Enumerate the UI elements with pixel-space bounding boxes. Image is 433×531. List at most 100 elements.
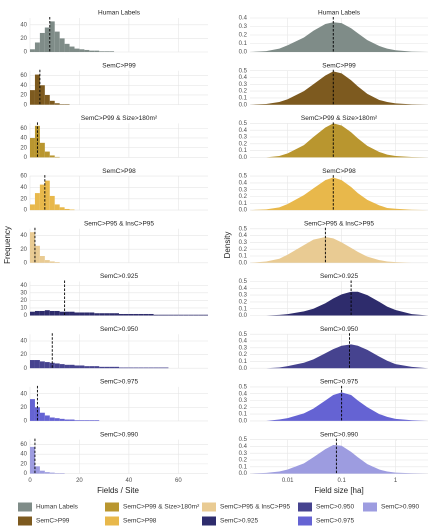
histogram-bar xyxy=(74,365,80,369)
histogram-bar xyxy=(44,27,50,52)
histogram-bar xyxy=(114,313,119,316)
histogram-bar xyxy=(44,310,50,316)
histogram-bar xyxy=(109,366,115,369)
histogram-bar xyxy=(30,360,35,369)
histogram-bar xyxy=(39,142,45,158)
y-tick-label: 60 xyxy=(20,73,27,79)
legend-label: SemC>P99 & Size>180m² xyxy=(123,504,200,511)
y-tick-label: 20 xyxy=(20,196,27,202)
y-tick-label: 0 xyxy=(24,155,28,161)
y-tick-label: 0.1 xyxy=(239,359,248,365)
legend-label: SemC>P98 xyxy=(123,518,157,525)
legend-label: SemC>P95 & InsC>P95 xyxy=(220,504,290,511)
y-tick-label: 40 xyxy=(20,452,27,458)
y-tick-label: 0.0 xyxy=(239,155,248,161)
y-tick-label: 40 xyxy=(20,283,27,289)
y-tick-label: 0.2 xyxy=(239,33,248,39)
y-tick-label: 0.1 xyxy=(239,41,248,47)
y-tick-label: 0.3 xyxy=(239,82,248,88)
histogram-bar xyxy=(79,420,85,421)
histogram-bar xyxy=(89,50,95,52)
y-tick-label: 20 xyxy=(20,36,27,42)
histogram-bar xyxy=(30,90,35,105)
histogram-bar xyxy=(133,313,139,316)
y-tick-label: 0.3 xyxy=(239,135,248,141)
y-tick-label: 10 xyxy=(20,306,27,312)
y-tick-label: 0.1 xyxy=(239,306,248,312)
histogram-bar xyxy=(89,366,95,369)
histogram-bar xyxy=(104,51,110,52)
panel-title: SemC>0.975 xyxy=(100,379,139,386)
y-tick-label: 0.5 xyxy=(239,68,248,74)
panel-title: Human Labels xyxy=(98,10,141,17)
density-area xyxy=(250,344,428,369)
histogram-bar xyxy=(49,310,55,316)
histogram-bar xyxy=(34,245,40,263)
legend-label: SemC>0.925 xyxy=(220,518,259,525)
histogram-bar xyxy=(183,314,189,316)
y-tick-label: 0.1 xyxy=(239,464,248,470)
histogram-bar xyxy=(54,31,60,52)
histogram-bar xyxy=(104,366,110,369)
histogram-bar xyxy=(39,310,45,316)
y-tick-label: 20 xyxy=(20,93,27,99)
y-tick-label: 0.0 xyxy=(239,50,248,56)
histogram-bar xyxy=(39,32,45,52)
histogram-bar xyxy=(44,94,50,105)
y-tick-label: 0 xyxy=(24,471,28,477)
histogram-bar xyxy=(49,21,55,52)
histogram-bar xyxy=(39,470,45,474)
histogram-bar xyxy=(44,180,50,211)
y-tick-label: 40 xyxy=(20,22,27,28)
y-tick-label: 20 xyxy=(20,461,27,467)
histogram-bar xyxy=(34,42,40,52)
y-tick-label: 0.0 xyxy=(239,366,248,372)
y-tick-label: 0.3 xyxy=(239,240,248,246)
histogram-bar xyxy=(89,312,95,316)
legend-label: Human Labels xyxy=(36,504,79,511)
y-tick-label: 0.3 xyxy=(239,293,248,299)
x-tick-label: 1 xyxy=(394,478,398,484)
legend-swatch xyxy=(363,502,377,512)
panel-title: SemC>0.990 xyxy=(320,431,359,438)
y-tick-label: 0.2 xyxy=(239,247,248,253)
panel-title: SemC>0.950 xyxy=(320,326,359,333)
histogram-bar xyxy=(59,207,65,211)
density-area xyxy=(250,123,428,158)
histogram-bar xyxy=(34,74,40,105)
histogram-bar xyxy=(109,313,115,316)
y-tick-label: 0.1 xyxy=(239,95,248,101)
y-tick-label: 20 xyxy=(20,247,27,253)
density-area xyxy=(250,177,428,211)
y-tick-label: 0.0 xyxy=(239,418,248,424)
histogram-bar xyxy=(99,366,105,369)
panel-title: SemC>0.950 xyxy=(100,326,139,333)
histogram-bar xyxy=(128,367,134,369)
y-tick-label: 0 xyxy=(24,50,28,56)
x-tick-label: 0.01 xyxy=(282,478,294,484)
histogram-bar xyxy=(89,420,95,421)
y-tick-label: 20 xyxy=(20,352,27,358)
histogram-bar xyxy=(44,415,50,421)
y-tick-label: 20 xyxy=(20,145,27,151)
panel-title: SemC>P98 xyxy=(322,168,356,175)
histogram-bar xyxy=(30,204,35,211)
histogram-bar xyxy=(128,313,134,316)
histogram-bar xyxy=(138,367,144,369)
histogram-bar xyxy=(143,367,149,369)
histogram-bar xyxy=(84,420,90,421)
histogram-bar xyxy=(49,417,55,421)
legend-label: SemC>0.990 xyxy=(381,504,420,511)
histogram-bar xyxy=(153,367,159,369)
legend-swatch xyxy=(105,502,119,512)
y-tick-label: 0.0 xyxy=(239,260,248,266)
histogram-bar xyxy=(69,209,75,211)
y-tick-label: 0.5 xyxy=(239,174,248,180)
density-area xyxy=(250,71,428,105)
y-tick-label: 40 xyxy=(20,83,27,89)
y-tick-label: 0.4 xyxy=(239,16,248,22)
density-area xyxy=(250,445,428,474)
histogram-bar xyxy=(30,49,35,52)
histogram-bar xyxy=(54,363,60,369)
y-tick-label: 0.3 xyxy=(239,451,248,457)
